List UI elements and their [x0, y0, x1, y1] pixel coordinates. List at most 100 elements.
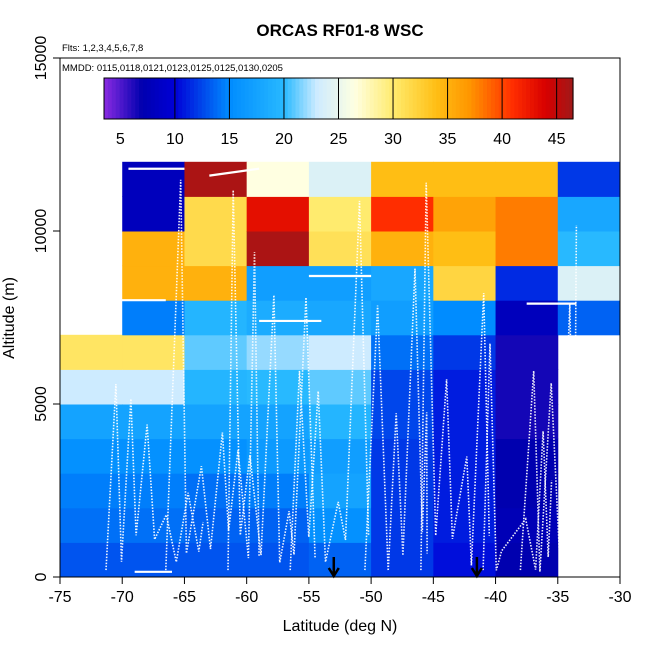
colorbar-segment — [350, 78, 355, 119]
colorbar-segment — [487, 78, 492, 119]
heatmap-cell — [308, 265, 372, 301]
heatmap-cell — [246, 196, 310, 232]
colorbar-segment — [377, 78, 383, 119]
flight-tracks — [105, 167, 578, 573]
colorbar-segment — [436, 78, 441, 119]
colorbar-segment — [475, 78, 480, 119]
x-axis: -75 -70 -65 -60 -55 -50 -45 -40 -35 -30 — [48, 577, 632, 606]
marker-arrow-head — [470, 567, 483, 579]
heatmap-cell — [184, 300, 248, 336]
heatmap-cell — [60, 334, 123, 370]
heatmap-cell — [308, 231, 372, 267]
x-tick-label: -75 — [48, 589, 71, 606]
heatmap-cell — [122, 507, 185, 543]
colorbar-segment — [248, 78, 254, 119]
heatmap-cell — [122, 231, 185, 267]
colorbar-segment — [240, 78, 246, 119]
colorbar-segment — [295, 78, 301, 119]
colorbar-segment — [182, 78, 187, 119]
y-axis: 0 5000 10000 15000 — [33, 36, 60, 581]
marker-arrow-head — [327, 567, 340, 579]
colorbar-tick-label: 5 — [116, 131, 125, 148]
heatmap-cell — [122, 161, 185, 197]
colorbar-segment — [119, 78, 125, 119]
colorbar-segment — [365, 78, 371, 119]
heatmap-cell — [495, 438, 559, 474]
heatmap-cell — [122, 334, 185, 370]
colorbar-segment — [541, 78, 547, 119]
heatmap-cell — [246, 300, 310, 336]
colorbar-segment — [424, 78, 429, 119]
heatmap-cell — [184, 265, 248, 301]
heatmap-cell — [184, 161, 248, 197]
colorbar-segment — [178, 78, 183, 119]
colorbar-segment — [217, 78, 222, 119]
colorbar-segment — [264, 78, 269, 119]
colorbar-segment — [416, 78, 422, 119]
heatmap-cell — [433, 196, 497, 232]
heatmap-cell — [495, 196, 559, 232]
colorbar-segment — [322, 78, 328, 119]
colorbar-segment — [471, 78, 476, 119]
heatmap-cell — [246, 438, 310, 474]
colorbar-segment — [565, 78, 570, 119]
colorbar-segment — [318, 78, 324, 119]
colorbar-segment — [221, 78, 226, 119]
heatmap-cell — [433, 473, 497, 509]
colorbar-segment — [506, 78, 512, 119]
heatmap-cell — [433, 231, 497, 267]
colorbar-segment — [518, 78, 523, 119]
colorbar-segment — [502, 78, 508, 119]
colorbar-segment — [186, 78, 191, 119]
colorbar-tick-label: 40 — [493, 131, 511, 148]
colorbar-segment — [272, 78, 277, 119]
colorbar-segment — [287, 78, 293, 119]
heatmap-cell — [122, 438, 185, 474]
heatmap-cell — [557, 196, 621, 232]
y-tick-label: 15000 — [33, 36, 50, 81]
colorbar-segment — [412, 78, 418, 119]
colorbar-segment — [389, 78, 394, 119]
chart-title: ORCAS RF01-8 WSC — [256, 21, 423, 40]
colorbar-segment — [408, 78, 414, 119]
heatmap-cell — [371, 404, 434, 440]
y-tick-label: 5000 — [33, 386, 50, 422]
colorbar-segment — [549, 78, 555, 119]
heatmap-cell — [557, 231, 621, 267]
heatmap-cell — [60, 369, 123, 405]
heatmap-cell — [495, 161, 559, 197]
heatmap-cell — [308, 161, 372, 197]
colorbar-segment — [533, 78, 539, 119]
colorbar-segment — [393, 78, 398, 119]
heatmap-cell — [433, 507, 497, 543]
heatmap-cell — [308, 507, 372, 543]
colorbar-segment — [279, 78, 285, 119]
heatmap-cell — [308, 369, 372, 405]
heatmap-cell — [371, 231, 434, 267]
flight-track — [289, 200, 370, 571]
dates-note: MMDD: 0115,0118,0121,0123,0125,0125,0130… — [62, 63, 283, 74]
heatmap-cell — [433, 265, 497, 301]
colorbar-segment — [170, 78, 175, 119]
heatmap-cell — [184, 507, 248, 543]
colorbar-segment — [174, 78, 179, 119]
colorbar-segment — [494, 78, 500, 119]
colorbar-segment — [268, 78, 273, 119]
colorbar-segment — [135, 78, 140, 119]
heatmap-cell — [495, 231, 559, 267]
x-axis-label: Latitude (deg N) — [283, 618, 398, 635]
flight-track — [519, 224, 578, 572]
colorbar-segment — [483, 78, 488, 119]
heatmap-cell — [308, 404, 372, 440]
flight-track — [105, 384, 204, 571]
heatmap-cell — [557, 265, 621, 301]
flight-track-level — [209, 167, 260, 177]
colorbar-segment — [404, 78, 410, 119]
colorbar-segment — [131, 78, 136, 119]
colorbar-segment — [444, 78, 449, 119]
heatmap-cell — [371, 300, 434, 336]
colorbar-segment — [205, 78, 211, 119]
heatmap-cells — [60, 161, 621, 578]
heatmap-cell — [122, 265, 185, 301]
colorbar-segment — [260, 78, 265, 119]
